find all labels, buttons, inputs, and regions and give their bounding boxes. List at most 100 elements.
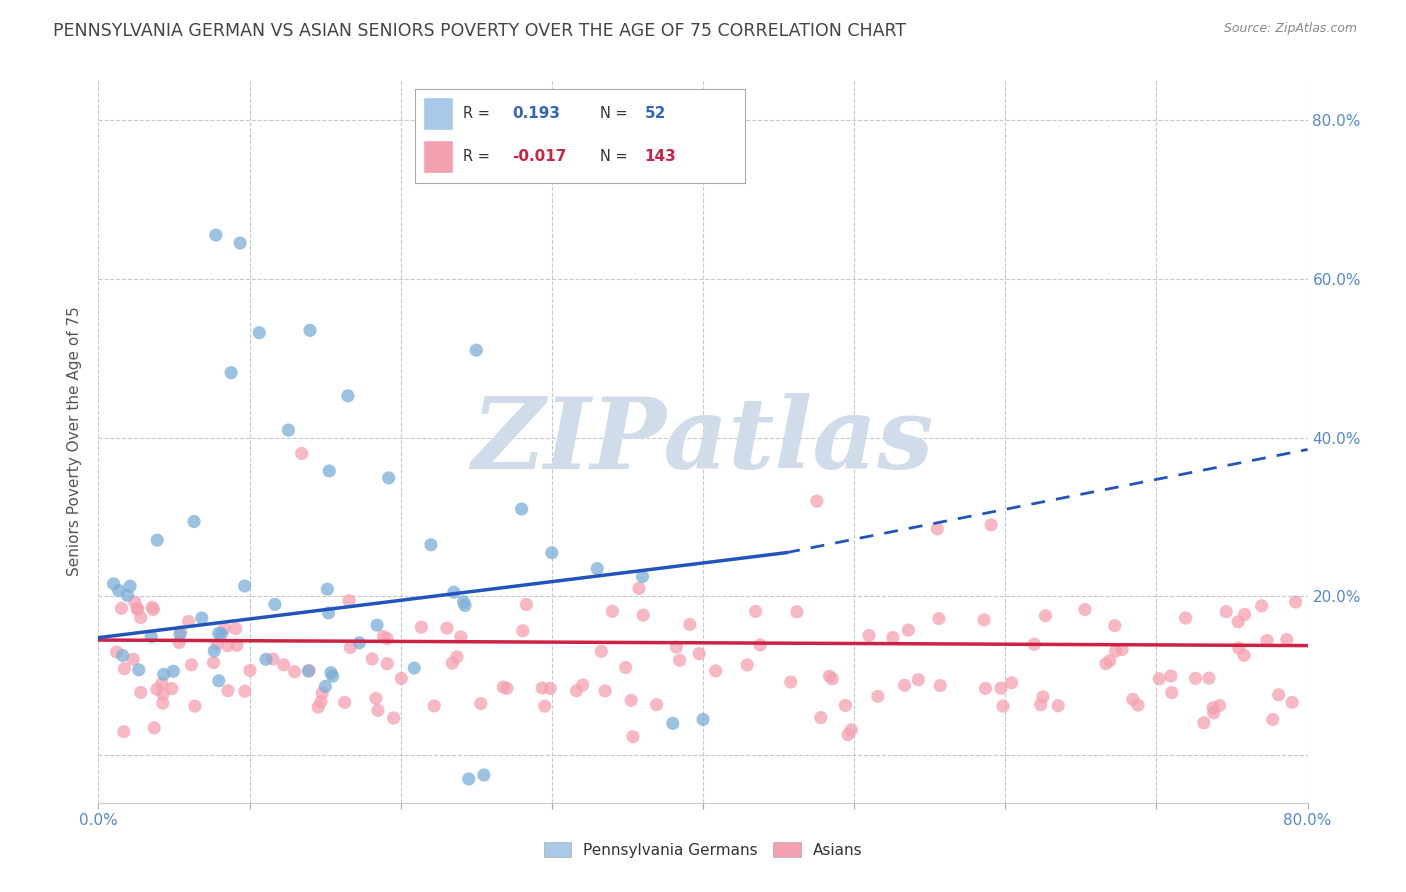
Point: [1074, 602, 1097, 616]
Point: [821, 672, 844, 686]
Point: [1215, 605, 1237, 619]
Point: [1256, 633, 1278, 648]
Point: [411, 620, 433, 634]
Point: [364, 691, 387, 706]
Point: [160, 681, 183, 696]
Point: [858, 628, 880, 642]
Point: [810, 711, 832, 725]
Point: [389, 672, 412, 686]
Point: [973, 613, 995, 627]
Point: [122, 652, 145, 666]
Point: [311, 686, 333, 700]
Point: [284, 665, 307, 679]
Point: [704, 664, 727, 678]
Point: [834, 698, 856, 713]
Point: [177, 615, 200, 629]
Point: [1147, 672, 1170, 686]
Point: [974, 681, 997, 696]
Point: [668, 653, 690, 667]
Point: [897, 623, 920, 637]
Point: [103, 577, 125, 591]
Point: [169, 627, 191, 641]
Point: [333, 695, 356, 709]
Point: [1024, 637, 1046, 651]
Point: [277, 423, 299, 437]
Point: [273, 657, 295, 672]
Point: [162, 665, 184, 679]
Point: [207, 637, 229, 651]
Point: [882, 631, 904, 645]
Point: [377, 471, 399, 485]
Point: [404, 661, 426, 675]
Point: [515, 598, 537, 612]
Point: [209, 627, 232, 641]
Point: [907, 673, 929, 687]
Point: [472, 768, 495, 782]
Point: [470, 697, 492, 711]
Point: [225, 638, 247, 652]
Point: [1233, 607, 1256, 622]
Point: [382, 711, 405, 725]
Point: [688, 647, 710, 661]
Point: [1227, 641, 1250, 656]
Point: [496, 681, 519, 696]
Point: [991, 699, 1014, 714]
Point: [254, 652, 277, 666]
Text: 52: 52: [644, 105, 666, 120]
Point: [314, 680, 336, 694]
Point: [631, 608, 654, 623]
Point: [446, 649, 468, 664]
Point: [124, 595, 146, 609]
Point: [1160, 685, 1182, 699]
Point: [929, 679, 952, 693]
Point: [141, 630, 163, 644]
Point: [120, 579, 142, 593]
Point: [247, 326, 270, 340]
Point: [692, 713, 714, 727]
Point: [1275, 632, 1298, 647]
Point: [1208, 698, 1230, 713]
Point: [990, 681, 1012, 695]
Point: [510, 502, 533, 516]
FancyBboxPatch shape: [423, 140, 453, 173]
Point: [229, 235, 252, 250]
Point: [631, 569, 654, 583]
Point: [453, 595, 475, 609]
Point: [105, 645, 128, 659]
Point: [1174, 611, 1197, 625]
Point: [1160, 669, 1182, 683]
Text: 143: 143: [644, 149, 676, 163]
Point: [239, 664, 262, 678]
Point: [316, 582, 339, 597]
Point: [291, 446, 314, 460]
Point: [191, 611, 214, 625]
Point: [339, 640, 361, 655]
Point: [1227, 615, 1250, 629]
Point: [1095, 657, 1118, 671]
Point: [367, 703, 389, 717]
Point: [129, 610, 152, 624]
Point: [571, 678, 593, 692]
Point: [980, 517, 1002, 532]
Point: [627, 582, 650, 596]
Text: PENNSYLVANIA GERMAN VS ASIAN SENIORS POVERTY OVER THE AGE OF 75 CORRELATION CHAR: PENNSYLVANIA GERMAN VS ASIAN SENIORS POV…: [53, 22, 907, 40]
Point: [110, 601, 132, 615]
Point: [202, 656, 225, 670]
Point: [309, 695, 332, 709]
Point: [208, 626, 231, 640]
Point: [744, 604, 766, 618]
Point: [492, 680, 515, 694]
Point: [1029, 698, 1052, 712]
Point: [366, 618, 388, 632]
Point: [146, 682, 169, 697]
Point: [297, 664, 319, 678]
Point: [1047, 698, 1070, 713]
Point: [263, 598, 285, 612]
Point: [170, 624, 193, 639]
Point: [152, 667, 174, 681]
Point: [318, 606, 340, 620]
Point: [1122, 692, 1144, 706]
Point: [202, 644, 225, 658]
Point: [373, 629, 395, 643]
Point: [1104, 644, 1126, 658]
